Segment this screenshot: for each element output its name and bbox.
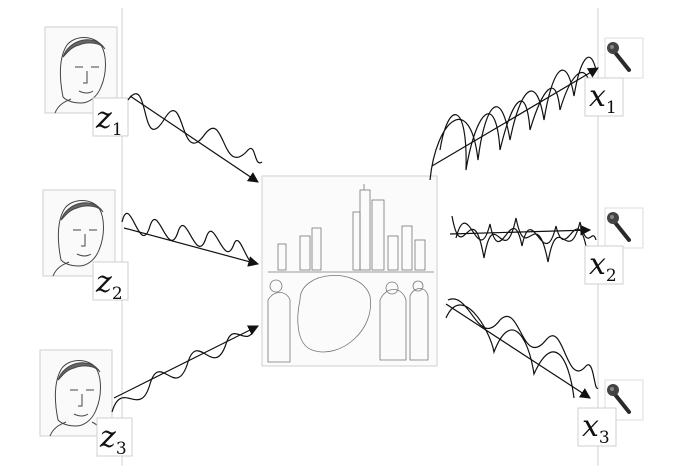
mixed-wave-2 (451, 215, 597, 263)
svg-text:x2: x2 (589, 247, 617, 286)
mixed-wave-3 (445, 298, 599, 399)
mixed-arrow-1 (431, 67, 599, 167)
mic-label-3: x3 (577, 407, 617, 448)
source-wave-1 (127, 93, 263, 164)
crowd-scene-image (261, 175, 438, 367)
mixed-arrow-2 (449, 224, 592, 236)
mic-label-1: x1 (584, 77, 624, 118)
microphone-1 (604, 37, 644, 79)
microphone-icon (607, 384, 631, 414)
source-arrow-3 (113, 325, 259, 399)
svg-text:z3: z3 (99, 420, 127, 459)
microphone-icon (607, 42, 631, 72)
svg-text:z2: z2 (95, 265, 123, 304)
svg-text:z1: z1 (95, 101, 123, 140)
microphone-icon (607, 212, 631, 242)
source-wave-3 (111, 325, 257, 413)
svg-text:x1: x1 (589, 79, 617, 118)
source-arrow-2 (123, 227, 260, 267)
source-wave-2 (121, 212, 257, 265)
mixed-arrow-3 (445, 303, 591, 399)
source-label-3: z3 (96, 417, 133, 459)
source-label-1: z1 (92, 97, 129, 140)
microphone-2 (604, 207, 644, 249)
mic-label-2: x2 (584, 245, 624, 286)
source-arrow-1 (129, 95, 259, 183)
source-label-2: z2 (92, 261, 129, 304)
speaker-portrait-1 (44, 26, 118, 114)
mixed-wave-1 (429, 56, 597, 181)
svg-text:x3: x3 (582, 409, 610, 448)
